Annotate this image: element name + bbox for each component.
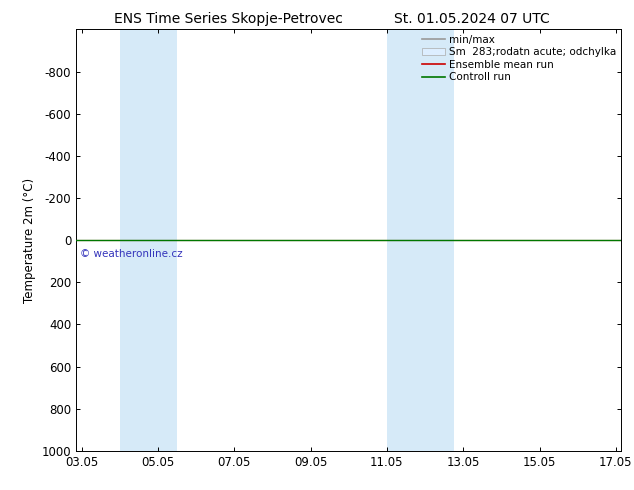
Text: © weatheronline.cz: © weatheronline.cz bbox=[80, 248, 183, 259]
Bar bbox=[120, 29, 177, 451]
Legend: min/max, Sm  283;rodatn acute; odchylka, Ensemble mean run, Controll run: min/max, Sm 283;rodatn acute; odchylka, … bbox=[420, 32, 618, 84]
Y-axis label: Temperature 2m (°C): Temperature 2m (°C) bbox=[23, 177, 36, 303]
Bar bbox=[387, 29, 454, 451]
Text: St. 01.05.2024 07 UTC: St. 01.05.2024 07 UTC bbox=[394, 12, 550, 26]
Text: ENS Time Series Skopje-Petrovec: ENS Time Series Skopje-Petrovec bbox=[113, 12, 343, 26]
